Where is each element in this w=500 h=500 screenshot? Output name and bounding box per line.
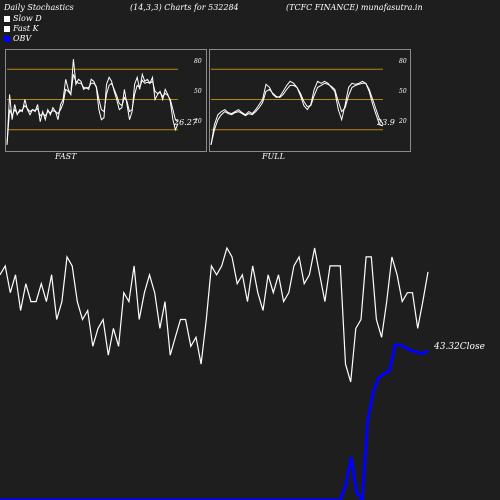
obv-line xyxy=(0,343,429,500)
obv-swatch xyxy=(4,35,10,42)
full-stochastic-panel xyxy=(209,49,411,152)
full-level-80: 80 xyxy=(399,58,407,65)
chart-params: (14,3,3) Charts for 532284 xyxy=(130,3,239,12)
full-panel-label: FULL xyxy=(262,152,285,161)
chart-title: Daily Stochastics xyxy=(4,3,74,12)
legend-obv-label: OBV xyxy=(13,34,32,43)
fast-last-value: 26.27 xyxy=(174,118,197,127)
legend-fast-k: Fast K xyxy=(4,24,39,33)
legend-fast-k-label: Fast K xyxy=(13,24,39,33)
fast-level-80: 80 xyxy=(194,58,202,65)
full-slow-d-line xyxy=(210,82,384,146)
full-level-20: 20 xyxy=(399,118,407,125)
full-level-50: 50 xyxy=(399,88,407,95)
fast-fast-k-line xyxy=(6,59,179,145)
legend-slow-d-label: Slow D xyxy=(13,14,42,23)
fast-level-50: 50 xyxy=(194,88,202,95)
fast-level-20: 20 xyxy=(194,118,202,125)
slow-d-swatch xyxy=(4,15,10,22)
fast-panel-label: FAST xyxy=(55,152,77,161)
legend-slow-d: Slow D xyxy=(4,14,42,23)
legend-obv: OBV xyxy=(4,34,31,43)
full-fast-k-line xyxy=(210,80,384,145)
full-last-value: 23.9 xyxy=(377,118,395,127)
close-price-label: 43.32Close xyxy=(434,342,485,352)
chart-symbol: (TCFC FINANCE) munafasutra.in xyxy=(286,3,423,12)
fast-slow-d-line xyxy=(6,74,179,145)
fast-k-swatch xyxy=(4,25,10,32)
close-price-line xyxy=(0,246,429,383)
